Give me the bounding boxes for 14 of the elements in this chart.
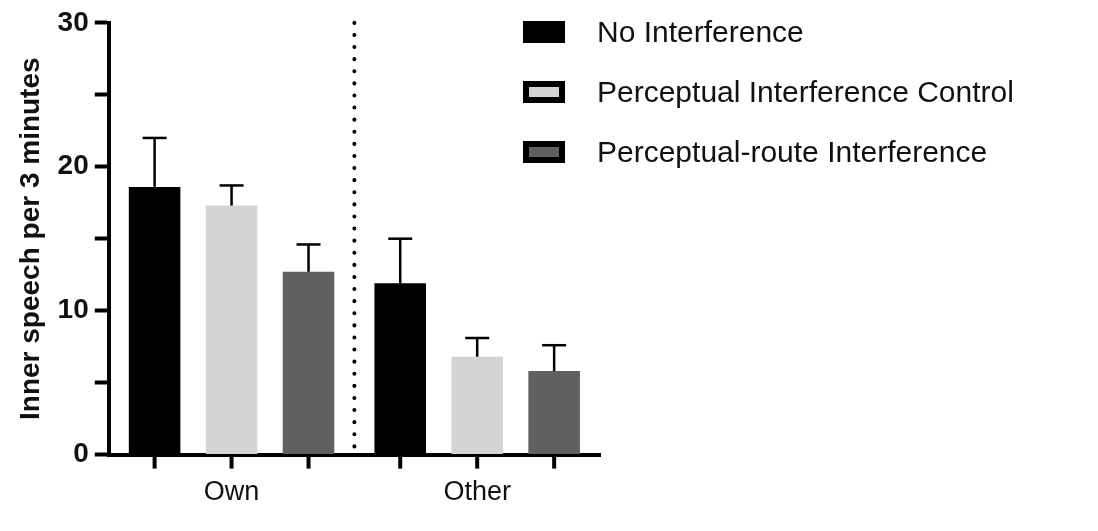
- bar: [451, 356, 503, 455]
- y-tick-label: 20: [57, 149, 89, 181]
- x-tick-label: Own: [203, 476, 260, 507]
- y-tick-label: 10: [57, 293, 89, 325]
- x-tick-label: Other: [443, 476, 511, 507]
- bar: [205, 205, 258, 455]
- y-tick-label: 30: [57, 5, 89, 37]
- y-axis-title: Inner speech per 3 minutes: [13, 57, 45, 420]
- y-tick-label: 0: [73, 437, 89, 469]
- legend-label: No Interference: [597, 15, 804, 49]
- legend-label: Perceptual Interference Control: [597, 75, 1014, 109]
- bar: [528, 371, 580, 455]
- legend-label: Perceptual-route Interference: [597, 135, 988, 169]
- bar: [282, 271, 335, 455]
